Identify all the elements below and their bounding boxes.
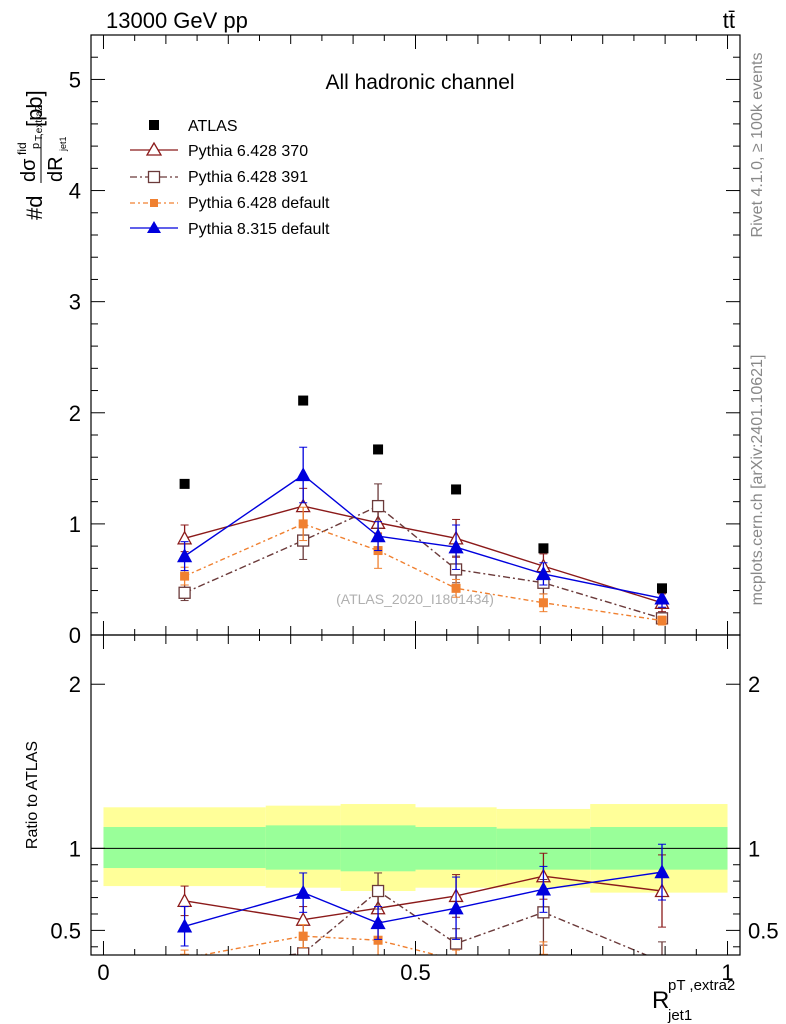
plot-layer: 0 1 2 3 4 5 0.5 0.5 1 1 2 2 0 0.5 1	[50, 34, 779, 985]
point-pythia-6-428-391-2	[371, 499, 385, 513]
legend-entry-pythia-6428-default: Pythia 6.428 default	[130, 195, 330, 212]
main-y-axis-label: #d dσ fid p T,extra2 dR jet1 [pb]	[15, 90, 68, 220]
ratio-point-pythia-8-315-default-1	[295, 884, 311, 899]
svg-text:#d: #d	[22, 196, 47, 220]
main-ytick-label-0: 0	[69, 623, 81, 648]
header-left: 13000 GeV pp	[106, 8, 248, 33]
chart-title: All hadronic channel	[325, 71, 514, 94]
legend-entry-atlas: ATLAS	[149, 118, 238, 135]
ratio-point-pythia-6-428-default-1	[298, 931, 308, 941]
ratio-line-pythia-8-315-default	[184, 871, 663, 927]
legend-entry-pythia-6428-391: Pythia 6.428 391	[130, 169, 308, 186]
atlas-point-2	[373, 444, 384, 455]
point-pythia-6-428-default-0	[180, 571, 190, 581]
band-inner-bin-1	[265, 825, 341, 870]
svg-text:dσ: dσ	[18, 158, 40, 182]
series-atlas	[179, 395, 667, 594]
xtick-label-0.5: 0.5	[400, 960, 431, 985]
ratio-point-pythia-6-428-default-0	[180, 953, 190, 955]
atlas-point-1	[298, 395, 309, 406]
point-pythia-6-428-default-4	[538, 598, 548, 608]
svg-text:R: R	[652, 987, 669, 1014]
svg-text:Pythia 6.428 default: Pythia 6.428 default	[188, 195, 330, 212]
legend-entry-pythia-6428-370: Pythia 6.428 370	[130, 141, 308, 160]
legend: ATLAS Pythia 6.428 370 Pythia 6.428 391 …	[130, 118, 330, 238]
series-line-pythia-6-428-default	[184, 523, 663, 622]
series-ratio-pythia-8-315-default	[177, 843, 670, 947]
ratio-point-pythia-8-315-default-4	[535, 881, 552, 896]
svg-text:ATLAS: ATLAS	[188, 118, 238, 135]
ratio-point-pythia-6-428-default-5	[657, 967, 666, 976]
ratio-point-pythia-6-428-391-1	[297, 947, 310, 955]
x-axis-label: R pT ,extra2 jet1	[652, 977, 735, 1024]
svg-text:jet1: jet1	[58, 136, 68, 152]
atlas-point-0	[179, 478, 190, 489]
ratio-point-pythia-8-315-default-2	[370, 915, 386, 930]
main-ytick-label-1: 1	[69, 512, 81, 537]
band-inner-bin-0	[103, 827, 266, 869]
series-main-pythia-8-315-default	[177, 446, 670, 608]
point-pythia-8-315-default-5	[654, 590, 670, 605]
ratio-ytick-label-right-2: 2	[748, 672, 760, 697]
ratio-point-pythia-8-315-default-3	[448, 900, 464, 915]
main-ytick-label-4: 4	[69, 179, 81, 204]
point-pythia-6-428-391-0	[178, 586, 191, 599]
ratio-line-pythia-6-428-default	[198, 935, 440, 955]
svg-text:Pythia 6.428 370: Pythia 6.428 370	[188, 143, 308, 160]
ratio-point-pythia-6-428-391-0	[179, 961, 190, 972]
point-pythia-6-428-default-5	[657, 616, 667, 626]
ratio-point-pythia-6-428-370-0	[177, 892, 193, 908]
ratio-point-pythia-6-428-default-2	[373, 935, 383, 945]
svg-text:fid: fid	[15, 142, 29, 155]
svg-text:Pythia 8.315 default: Pythia 8.315 default	[188, 221, 330, 238]
ratio-point-pythia-6-428-default-4	[538, 953, 548, 955]
atlas-point-3	[451, 484, 462, 495]
svg-text:dR: dR	[45, 156, 67, 182]
header-right: tt̄	[723, 8, 735, 33]
legend-entry-pythia-8315-default: Pythia 8.315 default	[130, 221, 330, 238]
ratio-ytick-label-right-0.5: 0.5	[748, 918, 779, 943]
svg-text:pT ,extra2: pT ,extra2	[668, 977, 735, 994]
atlas-point-5	[656, 583, 667, 594]
series-line-pythia-6-428-391	[184, 505, 663, 620]
ratio-ytick-label-right-1: 1	[748, 836, 760, 861]
ticks: 0 1 2 3 4 5 0.5 0.5 1 1 2 2 0 0.5 1	[50, 34, 779, 985]
rivet-label: Rivet 4.1.0, ≥ 100k events	[749, 53, 766, 238]
point-pythia-8-315-default-0	[177, 548, 193, 563]
svg-text:T,extra2: T,extra2	[34, 105, 45, 141]
svg-text:p: p	[30, 143, 42, 149]
mcplots-label: mcplots.cern.ch [arXiv:2401.10621]	[749, 355, 766, 606]
svg-text:jet1: jet1	[667, 1007, 692, 1024]
main-ytick-label-3: 3	[69, 290, 81, 315]
ratio-point-pythia-8-315-default-5	[654, 864, 670, 879]
ratio-point-pythia-6-428-default-3	[452, 955, 461, 964]
ratio-y-axis-label: Ratio to ATLAS	[24, 741, 41, 849]
ratio-point-pythia-6-428-391-5	[656, 956, 667, 967]
point-pythia-8-315-default-4	[535, 566, 552, 581]
ratio-ytick-label-left-1: 1	[69, 836, 81, 861]
point-pythia-8-315-default-1	[295, 467, 311, 482]
point-pythia-6-428-default-3	[451, 583, 461, 593]
main-ytick-label-5: 5	[69, 67, 81, 92]
ratio-ytick-label-left-0.5: 0.5	[50, 918, 81, 943]
svg-text:[pb]: [pb]	[22, 90, 47, 127]
point-pythia-8-315-default-3	[448, 539, 464, 554]
series-line-pythia-6-428-370	[184, 505, 663, 604]
ratio-ytick-label-left-2: 2	[69, 672, 81, 697]
series-line-pythia-8-315-default	[184, 474, 663, 600]
main-ytick-label-2: 2	[69, 401, 81, 426]
ratio-line-pythia-6-428-370	[184, 875, 663, 921]
point-pythia-6-428-default-1	[298, 519, 308, 529]
atlas-point-4	[538, 543, 549, 554]
point-pythia-8-315-default-2	[370, 528, 386, 543]
xtick-label-0: 0	[97, 960, 109, 985]
ratio-point-pythia-6-428-391-2	[371, 884, 385, 898]
watermark: (ATLAS_2020_I1801434)	[336, 591, 494, 607]
ratio-line-pythia-6-428-391	[281, 890, 649, 955]
ratio-point-pythia-8-315-default-0	[177, 918, 193, 933]
series-main-pythia-6-428-default	[180, 506, 667, 626]
xtick-label-1: 1	[721, 960, 733, 985]
svg-text:Pythia 6.428 391: Pythia 6.428 391	[188, 169, 308, 186]
